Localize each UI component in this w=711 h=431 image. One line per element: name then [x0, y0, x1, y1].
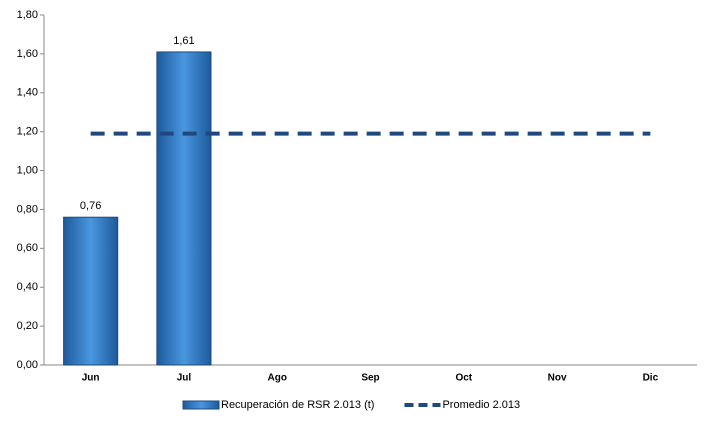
x-tick-label: Jul [177, 373, 192, 384]
legend-label: Promedio 2.013 [442, 399, 520, 411]
data-label: 0,76 [80, 200, 101, 212]
legend-swatch [182, 400, 220, 410]
bar [156, 51, 212, 366]
y-tick-label: 0,40 [17, 281, 38, 293]
y-tick-label: 1,60 [17, 48, 38, 60]
x-tick-label: Nov [548, 373, 567, 384]
y-tick-label: 0,80 [17, 203, 38, 215]
x-tick-label: Oct [455, 373, 472, 384]
x-tick-label: Jun [82, 373, 100, 384]
bar [63, 216, 119, 366]
data-label: 1,61 [173, 35, 194, 47]
y-tick-label: 1,40 [17, 87, 38, 99]
y-tick-label: 1,80 [17, 9, 38, 21]
y-tick-label: 1,00 [17, 164, 38, 176]
x-tick-label: Dic [643, 373, 659, 384]
y-tick-label: 0,00 [17, 359, 38, 371]
x-tick-label: Sep [361, 373, 379, 384]
y-tick-label: 0,60 [17, 242, 38, 254]
y-tick-label: 0,20 [17, 320, 38, 332]
x-tick-label: Ago [267, 373, 286, 384]
y-tick-label: 1,20 [17, 126, 38, 138]
legend-label: Recuperación de RSR 2.013 (t) [221, 399, 374, 411]
